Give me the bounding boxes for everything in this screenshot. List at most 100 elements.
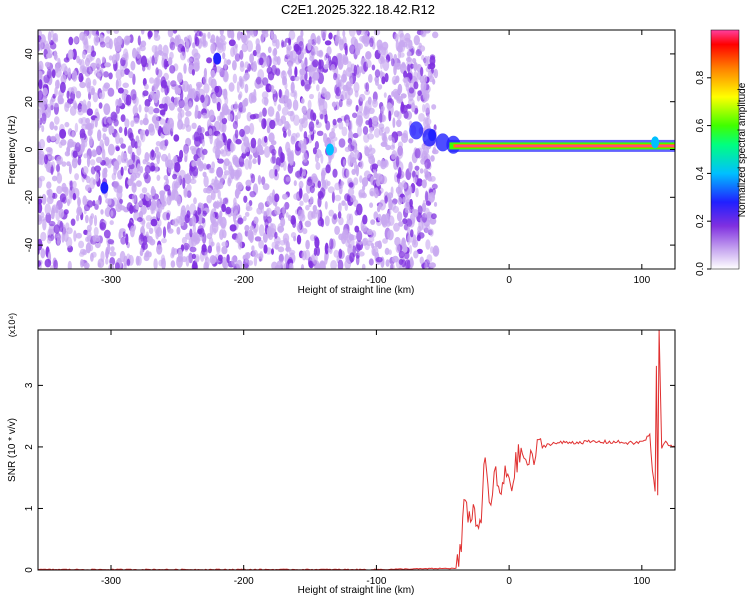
noise-blob <box>357 125 362 137</box>
noise-blob <box>400 101 405 113</box>
noise-blob <box>369 127 373 133</box>
noise-blob <box>122 82 129 89</box>
noise-blob <box>281 106 289 116</box>
noise-blob <box>79 128 86 139</box>
noise-blob <box>201 112 208 119</box>
noise-blob <box>299 200 304 206</box>
noise-blob <box>429 55 436 66</box>
noise-blob <box>298 118 305 125</box>
noise-blob <box>288 262 294 269</box>
x-tick-label: -300 <box>101 275 121 286</box>
noise-blob <box>128 71 134 79</box>
noise-blob <box>318 49 324 58</box>
noise-blob <box>219 34 226 42</box>
noise-blob <box>103 229 111 239</box>
noise-blob <box>129 225 135 238</box>
noise-blob <box>372 248 376 256</box>
noise-blob <box>127 159 133 166</box>
noise-blob <box>101 148 106 160</box>
noise-blob <box>331 191 335 204</box>
noise-blob <box>384 195 388 204</box>
noise-blob <box>271 33 278 44</box>
noise-blob <box>65 236 73 248</box>
noise-blob <box>353 64 357 77</box>
noise-blob <box>210 69 216 79</box>
noise-blob <box>365 51 372 60</box>
noise-blob <box>217 254 223 261</box>
noise-blob <box>434 248 438 256</box>
noise-blob <box>156 226 163 237</box>
noise-blob <box>219 176 224 184</box>
noise-blob <box>232 154 238 163</box>
noise-blob <box>317 190 324 199</box>
noise-blob <box>393 110 400 118</box>
noise-blob <box>412 63 420 69</box>
noise-blob <box>89 159 96 166</box>
noise-blob <box>275 39 280 49</box>
noise-blob <box>371 158 376 164</box>
noise-blob <box>369 202 374 208</box>
noise-blob <box>284 120 290 130</box>
noise-blob <box>403 110 409 119</box>
noise-blob <box>249 225 254 231</box>
noise-blob <box>294 66 298 78</box>
noise-blob <box>126 258 131 267</box>
noise-blob <box>90 213 95 220</box>
noise-blob <box>185 255 190 267</box>
noise-blob <box>413 70 418 81</box>
noise-blob <box>242 215 247 222</box>
noise-blob <box>385 259 390 267</box>
noise-blob <box>95 172 100 182</box>
noise-blob <box>162 122 170 135</box>
noise-blob <box>277 104 282 112</box>
noise-blob <box>424 190 429 203</box>
noise-blob <box>391 91 395 97</box>
noise-blob <box>46 53 53 59</box>
noise-blob <box>71 70 78 82</box>
noise-blob <box>111 54 117 65</box>
noise-blob <box>50 135 57 142</box>
noise-blob <box>363 170 371 179</box>
noise-blob <box>222 229 227 239</box>
noise-blob <box>74 173 79 181</box>
colorbar-tick-label: 0.2 <box>695 214 706 228</box>
bright-spot <box>325 143 334 156</box>
noise-blob <box>294 55 301 65</box>
noise-blob <box>38 119 41 132</box>
noise-blob <box>408 39 413 50</box>
noise-blob <box>342 231 346 238</box>
noise-blob <box>344 146 351 153</box>
noise-blob <box>325 120 331 131</box>
noise-blob <box>244 83 249 94</box>
noise-blob <box>382 161 387 167</box>
noise-blob <box>169 41 176 51</box>
noise-blob <box>237 31 242 39</box>
noise-blob <box>369 37 374 48</box>
noise-blob <box>338 121 344 130</box>
noise-blob <box>378 203 382 210</box>
noise-blob <box>230 46 236 58</box>
noise-blob <box>138 104 142 113</box>
noise-blob <box>271 248 274 255</box>
noise-blob <box>268 144 275 154</box>
noise-blob <box>346 100 352 107</box>
noise-blob <box>338 138 346 148</box>
noise-blob <box>397 196 403 205</box>
noise-blob <box>364 100 372 112</box>
noise-blob <box>121 53 128 61</box>
noise-blob <box>285 246 292 252</box>
noise-blob <box>383 92 387 98</box>
noise-blob <box>176 256 184 263</box>
noise-blob <box>333 72 338 81</box>
noise-blob <box>82 195 87 206</box>
noise-blob <box>125 94 132 106</box>
noise-blob <box>126 35 131 41</box>
noise-blob <box>424 118 432 126</box>
noise-blob <box>140 30 145 35</box>
noise-blob <box>304 79 311 92</box>
spectrogram-x-axis: -300 -200 -100 0 100 <box>101 30 651 286</box>
colorbar-label: Normalized spectral amplitude <box>737 82 748 217</box>
noise-blob <box>41 112 47 125</box>
noise-blob <box>377 45 383 51</box>
noise-blob <box>140 205 147 215</box>
